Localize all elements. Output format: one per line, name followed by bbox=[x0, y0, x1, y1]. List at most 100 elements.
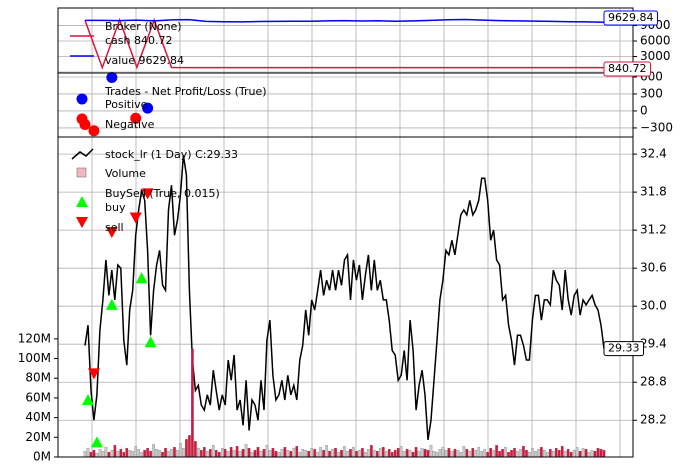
point bbox=[106, 72, 118, 84]
legend-swatch bbox=[76, 167, 87, 178]
volume-bar bbox=[310, 448, 313, 458]
volume-bar bbox=[468, 450, 472, 458]
volume-bar bbox=[131, 450, 135, 458]
volume-bar bbox=[474, 450, 478, 458]
volume-bar bbox=[241, 449, 245, 458]
volume-bar bbox=[322, 450, 325, 458]
legend-title: Broker (None) bbox=[105, 20, 182, 33]
volume-bar bbox=[528, 451, 531, 458]
volume-bar bbox=[405, 449, 409, 458]
volume-bar bbox=[534, 450, 537, 458]
volume-bar bbox=[459, 451, 463, 458]
volume-bar bbox=[185, 439, 188, 458]
volume-bar bbox=[513, 448, 516, 458]
volume-bar bbox=[86, 448, 90, 458]
volume-bar bbox=[214, 450, 218, 458]
volume-bar bbox=[271, 448, 275, 458]
volume-bar bbox=[483, 449, 486, 458]
volume-bar bbox=[343, 446, 346, 458]
legend-label: cash 840.72 bbox=[105, 34, 172, 47]
volume-bar bbox=[247, 448, 251, 458]
legend-label: Volume bbox=[105, 167, 146, 180]
legend-swatch bbox=[76, 93, 88, 105]
volume-bar bbox=[319, 447, 322, 458]
volume-bar bbox=[304, 450, 308, 458]
y2-tick-label: 120M bbox=[18, 331, 51, 345]
volume-bar bbox=[355, 450, 358, 458]
y-tick-label: 31.2 bbox=[640, 223, 667, 237]
point bbox=[81, 393, 94, 405]
volume-bar bbox=[200, 450, 203, 458]
volume-bar bbox=[110, 450, 114, 458]
legend-label: stock_lr (1 Day) C:29.33 bbox=[105, 148, 238, 161]
y-tick-label: 30.0 bbox=[640, 299, 667, 313]
legend-label: buy bbox=[105, 201, 126, 214]
volume-bar bbox=[489, 448, 492, 458]
volume-bar bbox=[575, 447, 579, 458]
volume-bar bbox=[253, 450, 257, 458]
volume-bar bbox=[599, 449, 603, 458]
volume-bar bbox=[208, 449, 212, 458]
volume-bar bbox=[557, 450, 561, 458]
volume-bar bbox=[414, 447, 418, 458]
volume-bar bbox=[393, 450, 397, 458]
volume-bar bbox=[456, 450, 460, 458]
volume-bar bbox=[560, 446, 564, 458]
y2-tick-label: 60M bbox=[25, 390, 51, 404]
volume-bar bbox=[549, 449, 552, 458]
volume-bar bbox=[250, 451, 254, 458]
volume-bar bbox=[176, 450, 179, 458]
volume-bar bbox=[125, 448, 129, 458]
cash-tag: 840.72 bbox=[603, 61, 651, 77]
point bbox=[142, 102, 154, 114]
y2-tick-label: 0M bbox=[33, 450, 51, 464]
volume-bar bbox=[492, 450, 495, 458]
volume-bar bbox=[197, 448, 200, 458]
volume-bar bbox=[590, 450, 594, 458]
volume-bar bbox=[337, 451, 340, 458]
volume-bar bbox=[438, 449, 442, 458]
point bbox=[105, 227, 118, 239]
volume-bar bbox=[334, 448, 337, 458]
volume-bar bbox=[238, 450, 242, 458]
volume-bar bbox=[346, 450, 349, 458]
volume-bar bbox=[232, 450, 236, 458]
point bbox=[144, 336, 157, 348]
volume-bar bbox=[128, 450, 132, 458]
volume-bar bbox=[164, 448, 167, 458]
volume-bar bbox=[295, 446, 299, 458]
legend-title: BuySell (True, 0.015) bbox=[105, 187, 220, 200]
y-tick-label: 30.6 bbox=[640, 261, 667, 275]
legend-label: value 9629.84 bbox=[105, 54, 184, 67]
point bbox=[130, 112, 142, 124]
legend-swatch bbox=[76, 196, 88, 207]
volume-bar bbox=[301, 449, 305, 458]
close-tag: 29.33 bbox=[603, 341, 644, 357]
volume-bar bbox=[268, 450, 272, 458]
volume-bar bbox=[298, 451, 302, 458]
volume-bar bbox=[146, 448, 149, 458]
y-tick-label: 28.2 bbox=[640, 413, 667, 427]
volume-bar bbox=[182, 448, 185, 458]
volume-bar bbox=[116, 450, 120, 458]
legend-label: sell bbox=[105, 221, 124, 234]
volume-bar bbox=[89, 451, 93, 458]
volume-bar bbox=[453, 449, 457, 458]
volume-bar bbox=[563, 450, 567, 458]
volume-bar bbox=[107, 451, 111, 458]
volume-bar bbox=[226, 450, 230, 458]
volume-bar bbox=[265, 445, 269, 458]
volume-bar bbox=[217, 451, 221, 458]
volume-bar bbox=[569, 451, 573, 458]
volume-bar bbox=[152, 444, 155, 458]
volume-bar bbox=[411, 451, 415, 458]
point bbox=[88, 125, 100, 137]
volume-bar bbox=[113, 445, 117, 458]
volume-bar bbox=[551, 450, 555, 458]
volume-bar bbox=[396, 448, 400, 458]
volume-bar bbox=[220, 448, 224, 458]
volume-bar bbox=[376, 450, 379, 458]
volume-bar bbox=[352, 447, 355, 458]
y-tick-label: 300 bbox=[640, 86, 663, 100]
point bbox=[129, 212, 142, 224]
